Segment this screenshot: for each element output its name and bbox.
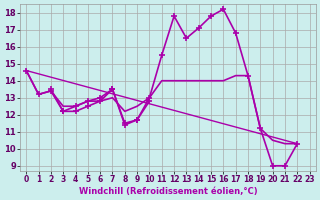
X-axis label: Windchill (Refroidissement éolien,°C): Windchill (Refroidissement éolien,°C) bbox=[79, 187, 257, 196]
